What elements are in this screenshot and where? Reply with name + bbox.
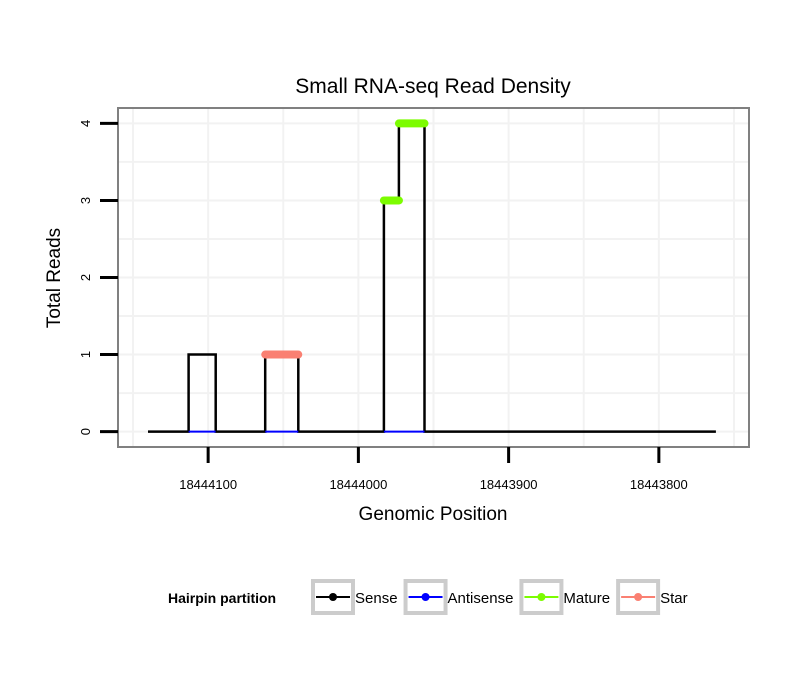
legend-item-sense: Sense bbox=[311, 579, 398, 615]
y-tick-label: 3 bbox=[78, 197, 93, 204]
legend-label: Sense bbox=[355, 590, 398, 607]
legend-item-star: Star bbox=[616, 579, 688, 615]
legend-key-point bbox=[634, 593, 643, 601]
y-tick-label: 1 bbox=[78, 351, 93, 358]
x-tick-label: 18444000 bbox=[329, 477, 387, 492]
legend-label: Star bbox=[660, 590, 688, 607]
legend-label: Antisense bbox=[448, 590, 514, 607]
legend-title: Hairpin partition bbox=[168, 590, 276, 606]
y-tick-label: 4 bbox=[78, 120, 93, 127]
y-tick-label: 2 bbox=[78, 274, 93, 281]
gridlines bbox=[118, 108, 749, 447]
x-axis-title: Genomic Position bbox=[359, 504, 508, 525]
legend-item-antisense: Antisense bbox=[403, 579, 514, 615]
x-tick-label: 18444100 bbox=[179, 477, 237, 492]
chart-title: Small RNA-seq Read Density bbox=[295, 75, 571, 98]
legend-key-point bbox=[329, 593, 337, 601]
y-axis-title: Total Reads bbox=[44, 228, 65, 328]
y-tick-label: 0 bbox=[78, 428, 93, 435]
legend-key-point bbox=[421, 593, 430, 601]
axes: 18444100 18444000 18443900 18443800 0 1 2 3 4 bbox=[78, 120, 688, 492]
data-series bbox=[148, 119, 716, 433]
x-tick-label: 18443900 bbox=[480, 477, 538, 492]
legend-item-mature: Mature bbox=[519, 579, 610, 615]
x-tick-label: 18443800 bbox=[630, 477, 688, 492]
legend-label: Mature bbox=[563, 590, 610, 607]
legend-key-point bbox=[537, 593, 546, 601]
legend: Hairpin partition Sense Antisense Mature St… bbox=[168, 579, 688, 615]
